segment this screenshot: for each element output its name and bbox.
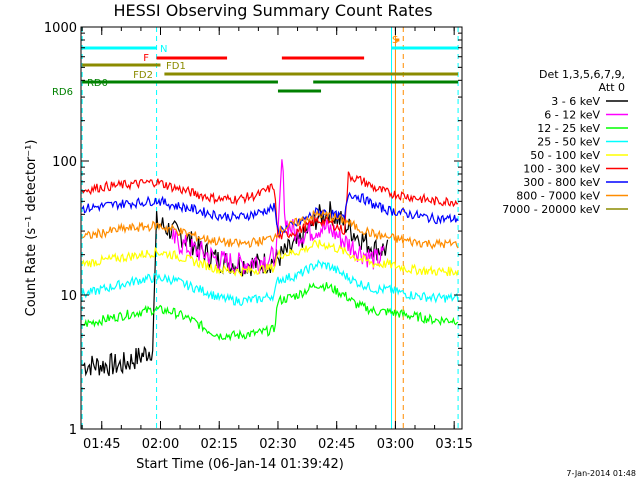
flag-label-n: N	[160, 44, 167, 55]
flag-label-rd6: RD6	[52, 87, 73, 98]
y-tick-label: 1000	[44, 21, 77, 36]
plot-timestamp: 7-Jan-2014 01:48	[566, 469, 636, 478]
x-axis: 01:45 02:00 02:15 02:30 02:45 03:00 03:15	[81, 27, 473, 452]
series-line-6-12-kev	[171, 159, 385, 275]
x-tick-label: 03:00	[377, 437, 414, 452]
series-line-50-100-kev	[81, 239, 459, 278]
flag-label-fd1: FD1	[166, 61, 186, 72]
flag-label-fd2: FD2	[133, 70, 153, 81]
x-axis-label: Start Time (06-Jan-14 01:39:42)	[136, 457, 344, 472]
flag-label-f: F	[143, 53, 149, 64]
legend-entry-label: 100 - 300 keV	[523, 163, 600, 176]
series-line-25-50-kev	[81, 259, 459, 307]
y-tick-label: 100	[52, 155, 77, 170]
flag-label-s: S	[392, 35, 398, 46]
y-axis-label: Count Rate (s⁻¹ detector⁻¹)	[24, 140, 39, 317]
legend-entry-label: 50 - 100 keV	[530, 149, 600, 162]
legend-entry-label: 12 - 25 keV	[537, 122, 600, 135]
legend-entry-label: 3 - 6 keV	[551, 95, 600, 108]
series-line-12-25-kev	[81, 282, 459, 342]
legend-entry-label: 800 - 7000 keV	[516, 190, 600, 203]
chart-title: HESSI Observing Summary Count Rates	[113, 1, 432, 20]
legend-entry-label: 7000 - 20000 keV	[502, 203, 600, 216]
flag-bars: N S F FD1 FD2 RD0 RD6	[52, 35, 459, 98]
plot-frame	[80, 26, 463, 430]
legend-entry-label: 25 - 50 keV	[537, 136, 600, 149]
x-tick-label: 01:45	[83, 437, 120, 452]
y-tick-label: 10	[60, 289, 77, 304]
series-line-800-7000-kev	[82, 209, 459, 250]
flag-label-rd0: RD0	[87, 78, 108, 89]
x-tick-label: 03:15	[435, 437, 472, 452]
series-layer	[81, 159, 459, 377]
legend-header-line1: Det 1,3,5,6,7,9,	[539, 68, 625, 81]
y-axis: 1 10 100 1000	[44, 21, 462, 438]
y-tick-label: 1	[69, 423, 77, 438]
x-tick-label: 02:15	[200, 437, 237, 452]
legend-entry-label: 6 - 12 keV	[544, 109, 600, 122]
x-tick-label: 02:30	[259, 437, 296, 452]
series-line-300-800-kev	[81, 191, 459, 237]
legend-entry-label: 300 - 800 keV	[523, 176, 600, 189]
x-tick-label: 02:00	[142, 437, 179, 452]
x-tick-label: 02:45	[318, 437, 355, 452]
series-line-100-300-kev	[81, 171, 459, 240]
legend-header-line2: Att 0	[599, 81, 625, 94]
